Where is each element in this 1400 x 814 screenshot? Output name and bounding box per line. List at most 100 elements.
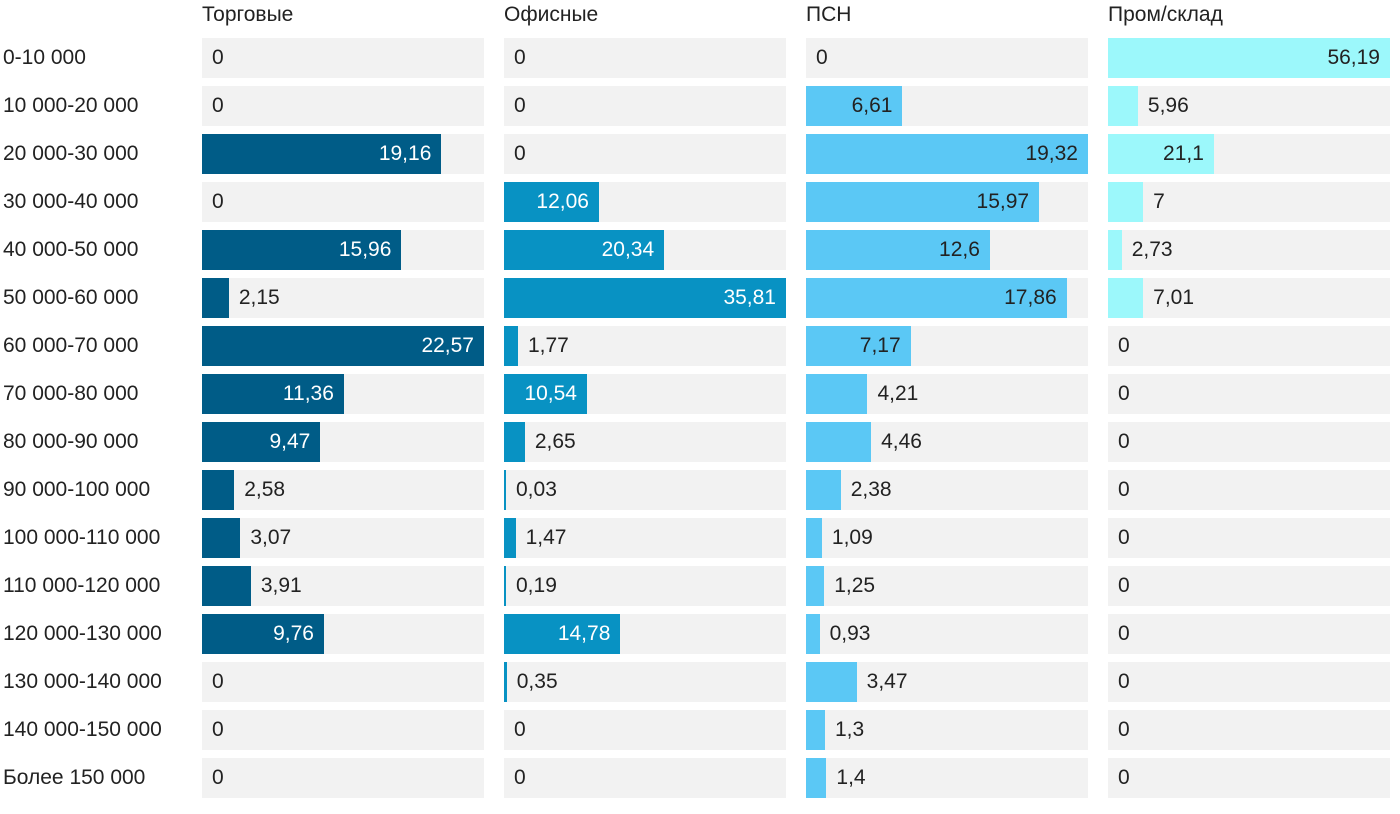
data-label: 0,35: [516, 670, 558, 693]
bar-track: 0: [1108, 470, 1390, 510]
data-label: 21,1: [1163, 142, 1204, 165]
bar: [202, 614, 324, 654]
bar: [806, 470, 841, 510]
data-label: 0: [514, 94, 526, 117]
data-label: 4,46: [881, 430, 922, 453]
bar-track: 0: [504, 86, 786, 126]
bar: [504, 614, 621, 654]
data-label: 12,6: [939, 238, 980, 261]
bar: [1108, 278, 1144, 318]
bar-track: 0: [202, 662, 484, 702]
data-label: 22,57: [421, 334, 474, 357]
bar-track: 17,86: [806, 278, 1088, 318]
bar: [806, 134, 1088, 174]
bar-track: 7,01: [1108, 278, 1390, 318]
bar: [202, 230, 402, 270]
bar: [1108, 230, 1122, 270]
bar: [504, 662, 507, 702]
bar-track: 1,25: [806, 566, 1088, 606]
data-label: 0,03: [516, 478, 557, 501]
bar: [1108, 134, 1214, 174]
bar-track: 6,61: [806, 86, 1088, 126]
bar-track: 7: [1108, 182, 1390, 222]
bar-track: 0: [806, 38, 1088, 78]
data-label: 0: [514, 142, 526, 165]
bar: [504, 326, 518, 366]
category-label: 50 000-60 000: [3, 286, 139, 309]
data-label: 1,3: [834, 718, 865, 741]
data-label: 20,34: [601, 238, 655, 261]
bar-track: 2,73: [1108, 230, 1390, 270]
bar-track: 2,15: [202, 278, 484, 318]
data-label: 35,81: [723, 286, 776, 309]
bar: [504, 518, 516, 558]
bar-track: 0: [504, 710, 786, 750]
bar-track: 10,54: [504, 374, 786, 414]
bar-track: 3,91: [202, 566, 484, 606]
bar-track: 14,78: [504, 614, 786, 654]
bar: [1108, 182, 1144, 222]
data-label: 15,96: [338, 238, 392, 261]
bar-track: 0: [1108, 758, 1390, 798]
bar-track: 2,58: [202, 470, 484, 510]
bar-track: 20,34: [504, 230, 786, 270]
bar-track: 0,03: [504, 470, 786, 510]
bar: [202, 374, 344, 414]
bar: [202, 566, 251, 606]
data-label: 0: [1118, 766, 1130, 789]
bar: [504, 374, 587, 414]
category-label: 110 000-120 000: [3, 574, 161, 597]
data-label: 14,78: [557, 622, 611, 645]
bar-track: 0: [504, 134, 786, 174]
bar-track: 1,3: [806, 710, 1088, 750]
bar-track: 0: [202, 86, 484, 126]
bar-track: 0: [504, 38, 786, 78]
series-title: Офисные: [504, 3, 599, 26]
series-title: Пром/склад: [1108, 3, 1223, 26]
data-label: 0: [1118, 478, 1130, 501]
data-label: 0: [1118, 622, 1130, 645]
category-label: 60 000-70 000: [3, 334, 139, 357]
bar-track: 0: [1108, 710, 1390, 750]
bar-track: 0: [202, 182, 484, 222]
bar: [806, 230, 990, 270]
category-label: 100 000-110 000: [3, 526, 161, 549]
data-label: 56,19: [1327, 46, 1380, 69]
bar-track: 3,47: [806, 662, 1088, 702]
bar: [806, 374, 868, 414]
data-label: 1,09: [831, 526, 873, 549]
data-label: 0: [1118, 526, 1130, 549]
data-label: 0: [212, 94, 224, 117]
bar: [202, 518, 241, 558]
category-label: 40 000-50 000: [3, 238, 139, 261]
category-label: 120 000-130 000: [3, 622, 162, 645]
data-label: 0,93: [829, 622, 871, 645]
bar-track: 0: [1108, 662, 1390, 702]
bar-track: 0: [1108, 374, 1390, 414]
bar-track: 0,19: [504, 566, 786, 606]
data-label: 7,17: [859, 334, 901, 357]
data-label: 4,21: [877, 382, 919, 405]
data-label: 2,15: [238, 286, 280, 309]
data-label: 9,76: [273, 622, 314, 645]
bar: [806, 758, 827, 798]
bar-track: 1,4: [806, 758, 1088, 798]
bar: [504, 182, 599, 222]
bar: [806, 182, 1040, 222]
data-label: 0: [212, 670, 224, 693]
bar-track: 21,1: [1108, 134, 1390, 174]
data-label: 2,65: [534, 430, 576, 453]
bar: [504, 278, 786, 318]
data-label: 2,58: [244, 478, 286, 501]
bar-track: 1,09: [806, 518, 1088, 558]
bar-track: 0: [1108, 614, 1390, 654]
bar-track: 15,96: [202, 230, 484, 270]
category-label: 0-10 000: [3, 46, 86, 69]
data-label: 9,47: [269, 430, 311, 453]
data-label: 0: [212, 718, 224, 741]
bar-track: 0: [202, 758, 484, 798]
bar-track: 11,36: [202, 374, 484, 414]
category-label: 20 000-30 000: [3, 142, 139, 165]
bar-track: 0,35: [504, 662, 786, 702]
data-label: 6,61: [851, 94, 893, 117]
